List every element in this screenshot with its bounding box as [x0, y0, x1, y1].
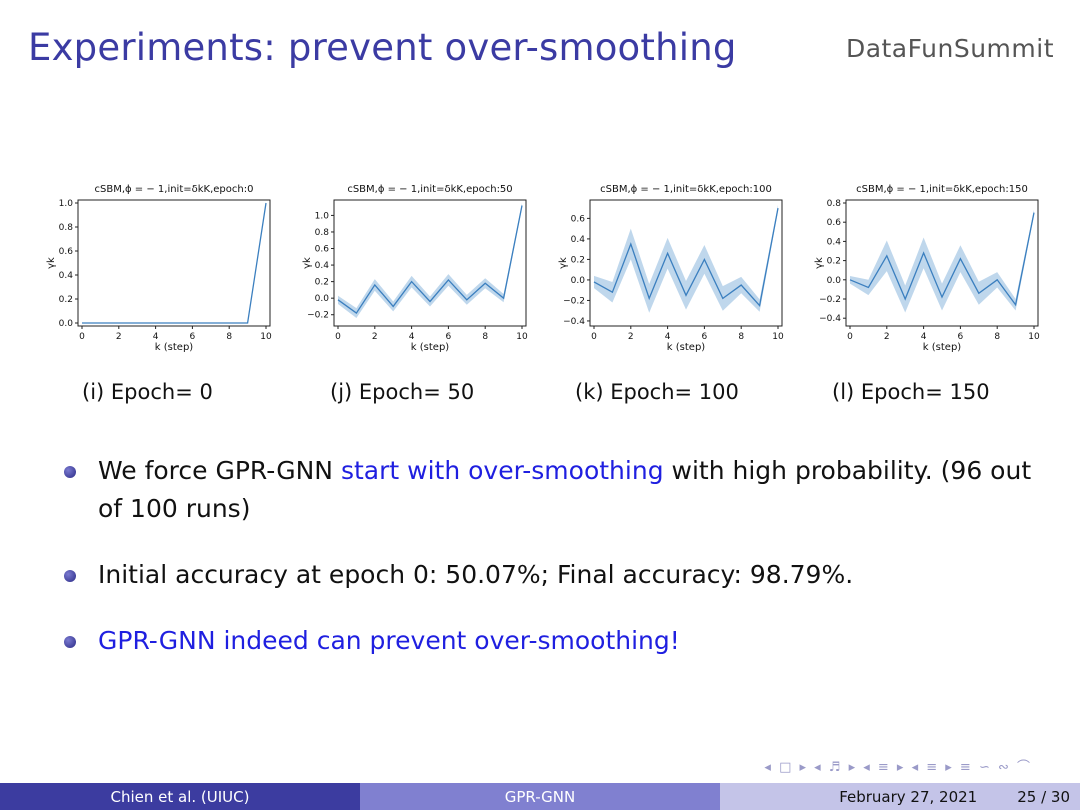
y-tick-label: −0.2	[307, 311, 329, 321]
x-tick-label: 0	[847, 332, 853, 342]
x-tick-label: 6	[190, 332, 196, 342]
y-tick-label: 0.8	[59, 223, 74, 233]
y-tick-label: 0.8	[827, 199, 842, 209]
y-tick-label: 0.4	[571, 235, 586, 245]
x-tick-label: 4	[153, 332, 159, 342]
brand-logo-text: DataFunSummit	[845, 34, 1054, 63]
x-tick-label: 10	[1028, 332, 1040, 342]
x-tick-label: 10	[260, 332, 272, 342]
y-tick-label: 0.4	[315, 261, 330, 271]
series-line	[337, 205, 523, 314]
bullet-dot-icon	[64, 466, 76, 478]
bullet-list: We force GPR-GNN start with over-smoothi…	[64, 452, 1054, 688]
y-tick-label: 0.6	[827, 218, 842, 228]
x-tick-label: 0	[79, 332, 85, 342]
chart-title: cSBM,ϕ = − 1,init=δkK,epoch:0	[95, 184, 254, 195]
chart-epoch-100: cSBM,ϕ = − 1,init=δkK,epoch:100 −0.4 −0.2 0…	[558, 184, 784, 353]
chart-title: cSBM,ϕ = − 1,init=δkK,epoch:50	[347, 184, 512, 195]
chart-frame	[845, 199, 1039, 327]
x-axis-label: k (step)	[667, 342, 706, 353]
x-tick-label: 10	[516, 332, 528, 342]
chart-title: cSBM,ϕ = − 1,init=δkK,epoch:150	[856, 184, 1028, 195]
x-tick-label: 0	[335, 332, 341, 342]
x-tick-label: 6	[702, 332, 708, 342]
chart-epoch-50: cSBM,ϕ = − 1,init=δkK,epoch:50 −0.2 0.0 0.2…	[302, 184, 528, 353]
y-tick-label: 0.8	[315, 228, 330, 238]
footer-short-title: GPR-GNN	[360, 783, 720, 810]
y-tick-label: 0.6	[571, 214, 586, 224]
y-tick-label: 0.0	[59, 319, 74, 329]
confidence-band	[338, 203, 522, 319]
x-axis-label: k (step)	[923, 342, 962, 353]
x-tick-label: 2	[116, 332, 122, 342]
chart-epoch-150: cSBM,ϕ = − 1,init=δkK,epoch:150 −0.4 −0.2 0…	[814, 184, 1040, 353]
y-tick-label: 0.6	[315, 245, 330, 255]
bullet-dot-icon	[64, 636, 76, 648]
y-tick-label: 0.0	[571, 276, 586, 286]
y-tick-label: −0.2	[563, 296, 585, 306]
caption-epoch-0: (i) Epoch= 0	[82, 380, 213, 404]
series-line	[82, 202, 267, 324]
y-tick-label: 1.0	[315, 211, 330, 221]
x-axis-label: k (step)	[411, 342, 450, 353]
series-line	[593, 208, 779, 307]
y-tick-label: 0.4	[827, 237, 842, 247]
x-tick-label: 8	[482, 332, 488, 342]
y-tick-label: 0.0	[827, 276, 842, 286]
x-tick-label: 2	[884, 332, 890, 342]
slide-title: Experiments: prevent over-smoothing	[28, 26, 737, 69]
y-tick-label: 0.0	[315, 294, 330, 304]
y-axis-label: γk	[302, 257, 313, 269]
x-tick-label: 2	[372, 332, 378, 342]
bullet-item: GPR-GNN indeed can prevent over-smoothin…	[64, 622, 1054, 660]
caption-epoch-100: (k) Epoch= 100	[575, 380, 739, 404]
y-axis-label: γk	[558, 257, 569, 269]
x-tick-label: 10	[772, 332, 784, 342]
chart-frame	[333, 199, 527, 327]
y-tick-label: 1.0	[59, 199, 74, 209]
y-tick-label: −0.2	[819, 295, 841, 305]
x-tick-label: 2	[628, 332, 634, 342]
confidence-band	[82, 203, 266, 323]
x-tick-label: 4	[665, 332, 671, 342]
y-tick-label: −0.4	[819, 314, 841, 324]
y-tick-label: 0.4	[59, 271, 74, 281]
x-tick-label: 6	[446, 332, 452, 342]
y-tick-label: 0.6	[59, 247, 74, 257]
caption-epoch-150: (l) Epoch= 150	[832, 380, 990, 404]
chart-epoch-0: cSBM,ϕ = − 1,init=δkK,epoch:0 0.0 0.2 0.4 0.…	[46, 184, 272, 353]
caption-epoch-50: (j) Epoch= 50	[330, 380, 475, 404]
y-tick-label: 0.2	[827, 257, 841, 267]
x-axis-label: k (step)	[155, 342, 194, 353]
x-tick-label: 8	[226, 332, 232, 342]
bullet-item: We force GPR-GNN start with over-smoothi…	[64, 452, 1054, 528]
y-tick-label: −0.4	[563, 317, 585, 327]
y-axis-label: γk	[46, 257, 57, 269]
confidence-band	[594, 205, 778, 313]
y-tick-label: 0.2	[571, 255, 585, 265]
y-tick-label: 0.2	[59, 295, 73, 305]
x-tick-label: 4	[409, 332, 415, 342]
footer-date: February 27, 2021	[839, 787, 978, 806]
chart-row: cSBM,ϕ = − 1,init=δkK,epoch:0 0.0 0.2 0.4 0.…	[0, 178, 1080, 368]
bullet-dot-icon	[64, 570, 76, 582]
y-axis-label: γk	[814, 257, 825, 269]
chart-title: cSBM,ϕ = − 1,init=δkK,epoch:100	[600, 184, 772, 195]
bullet-item: Initial accuracy at epoch 0: 50.07%; Fin…	[64, 556, 1054, 594]
beamer-nav-icons[interactable]: ◂ □ ▸ ◂ ♬ ▸ ◂ ≡ ▸ ◂ ≡ ▸ ≡ ∽ ∾ ⌒	[764, 760, 1032, 775]
x-tick-label: 8	[994, 332, 1000, 342]
chart-frame	[77, 199, 271, 327]
footer-bar: Chien et al. (UIUC) GPR-GNN February 27,…	[0, 783, 1080, 810]
x-tick-label: 0	[591, 332, 597, 342]
y-tick-label: 0.2	[315, 278, 329, 288]
x-tick-label: 8	[738, 332, 744, 342]
footer-date-page: February 27, 2021 25 / 30	[720, 783, 1080, 810]
series-line	[849, 212, 1035, 307]
chart-frame	[589, 199, 783, 327]
x-tick-label: 6	[958, 332, 964, 342]
footer-author: Chien et al. (UIUC)	[0, 783, 360, 810]
x-tick-label: 4	[921, 332, 927, 342]
footer-page-number: 25 / 30	[1017, 787, 1070, 806]
